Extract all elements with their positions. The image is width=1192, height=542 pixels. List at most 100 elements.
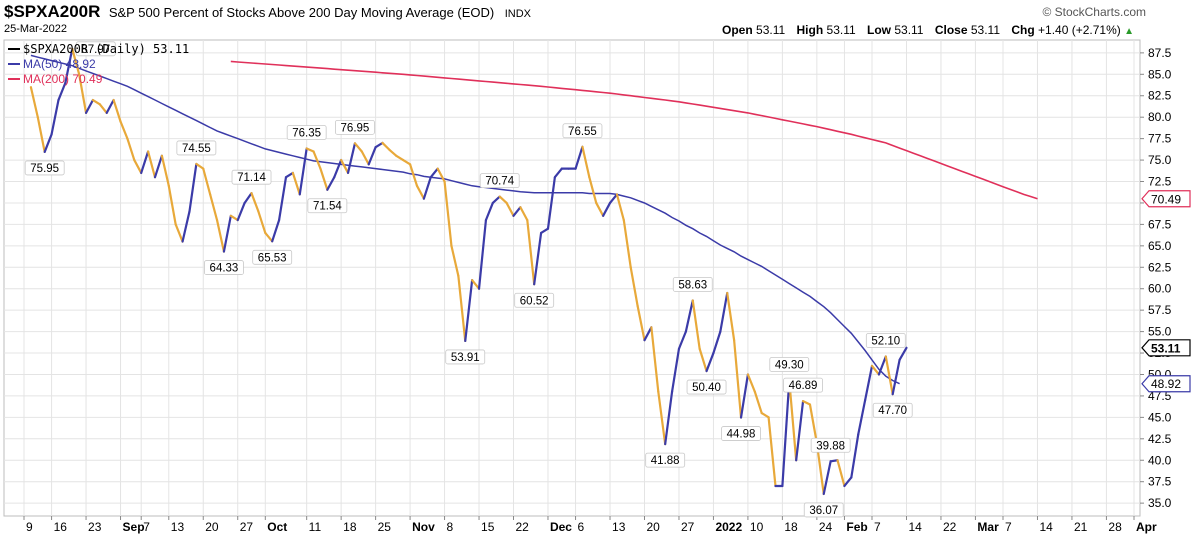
axis-value-tag: [1141, 339, 1191, 357]
axis-value-tag: [1141, 375, 1191, 393]
price-segment: [471, 279, 481, 290]
x-tick-label: 22: [516, 520, 530, 534]
price-segment: [353, 142, 363, 153]
price-segment: [450, 244, 460, 277]
price-segment: [843, 476, 853, 488]
price-segment: [836, 459, 846, 488]
price-segment: [664, 390, 674, 446]
axis-value-tag-label: 70.49: [1151, 192, 1181, 206]
ma200-line: [230, 60, 1038, 200]
price-segment: [209, 193, 219, 222]
x-tick-label: 8: [447, 520, 454, 534]
x-tick-label: 9: [26, 520, 33, 534]
price-segment: [891, 358, 901, 396]
axis-value-tag: [1141, 190, 1191, 208]
price-segment: [229, 214, 239, 222]
legend-main-label: $SPXA200R (Daily) 53.11: [23, 42, 190, 56]
price-segment: [360, 150, 370, 166]
price-segment: [636, 304, 646, 342]
x-tick-label: Mar: [977, 520, 999, 534]
price-segment: [795, 400, 805, 462]
x-tick-label: Oct: [267, 520, 287, 534]
annotation-box: [872, 402, 913, 418]
x-tick-label: 27: [681, 520, 695, 534]
annotation-box: [810, 437, 851, 453]
open-label: Open: [722, 23, 753, 37]
annotation-box: [803, 502, 844, 518]
price-segment: [215, 219, 226, 253]
annotation-label: 71.54: [313, 201, 342, 213]
price-segment: [477, 219, 488, 290]
x-tick-label: 7: [874, 520, 881, 534]
price-segment: [153, 154, 163, 179]
x-tick-label: Apr: [1136, 520, 1157, 534]
price-segment: [857, 399, 867, 436]
ohlc-summary: Open 53.11 High 53.11 Low 53.11 Close 53…: [722, 23, 1134, 37]
price-segment: [202, 167, 212, 196]
price-segment: [388, 148, 398, 157]
y-tick-label: 65.0: [1148, 239, 1172, 253]
y-tick-label: 80.0: [1148, 110, 1172, 124]
x-tick-label: 25: [378, 520, 392, 534]
price-segment: [181, 210, 191, 243]
price-segment: [553, 167, 563, 179]
price-segment: [91, 98, 101, 106]
price-segment: [760, 411, 770, 419]
price-segment: [29, 86, 39, 119]
y-tick-label: 62.5: [1148, 260, 1172, 274]
annotation-label: 64.33: [210, 263, 239, 275]
price-segment: [588, 176, 598, 205]
axis-value-tag-label: 48.92: [1151, 377, 1181, 391]
price-segment: [657, 390, 667, 446]
price-segment: [105, 98, 115, 115]
legend-ma50-swatch: [8, 63, 20, 65]
legend-main-swatch: [8, 48, 20, 50]
price-segment: [539, 227, 550, 235]
y-tick-label: 42.5: [1148, 432, 1172, 446]
y-tick-label: 35.0: [1148, 496, 1172, 510]
price-segment: [84, 98, 95, 115]
price-segment: [877, 355, 887, 376]
annotation-label: 76.95: [341, 122, 370, 134]
y-tick-label: 57.5: [1148, 303, 1172, 317]
annotation-label: 87.97: [81, 44, 110, 56]
price-segment: [340, 158, 350, 175]
exchange-label: INDX: [504, 8, 531, 20]
price-segment: [533, 231, 543, 286]
price-segment: [519, 206, 529, 222]
price-segment: [753, 390, 763, 415]
chg-label: Chg: [1011, 23, 1035, 37]
price-segment: [581, 145, 591, 179]
price-segment: [629, 266, 639, 307]
y-tick-label: 87.5: [1148, 46, 1172, 60]
price-segment: [457, 274, 467, 343]
annotation-label: 76.55: [568, 126, 597, 138]
price-segment: [333, 158, 343, 179]
price-segment: [602, 201, 612, 217]
price-segment: [691, 299, 701, 350]
price-segment: [298, 147, 308, 196]
price-segment: [284, 171, 294, 179]
annotation-box: [204, 260, 244, 275]
legend-ma200-label: MA(200) 70.49: [23, 72, 103, 86]
annotation-label: 52.10: [871, 335, 900, 347]
annotation-box: [783, 377, 823, 393]
price-segment: [291, 171, 301, 196]
annotation-label: 76.35: [292, 127, 321, 139]
price-segment: [64, 47, 74, 84]
plot-frame: [3, 39, 1141, 517]
x-tick-label: 14: [908, 520, 922, 534]
x-tick-label: 16: [54, 520, 68, 534]
price-segment: [305, 147, 315, 153]
price-segment: [160, 154, 170, 187]
annotation-label: 70.74: [485, 176, 514, 188]
price-segment: [174, 223, 184, 243]
annotation-label: 50.40: [692, 382, 721, 394]
price-segment: [788, 379, 798, 462]
brand-watermark: © StockCharts.com: [1042, 5, 1146, 19]
chg-up-arrow-icon: ▲: [1124, 26, 1134, 37]
price-segment: [677, 330, 687, 350]
annotation-label: 41.88: [651, 455, 680, 467]
price-segment: [243, 192, 253, 205]
high-value: 53.11: [826, 23, 856, 37]
